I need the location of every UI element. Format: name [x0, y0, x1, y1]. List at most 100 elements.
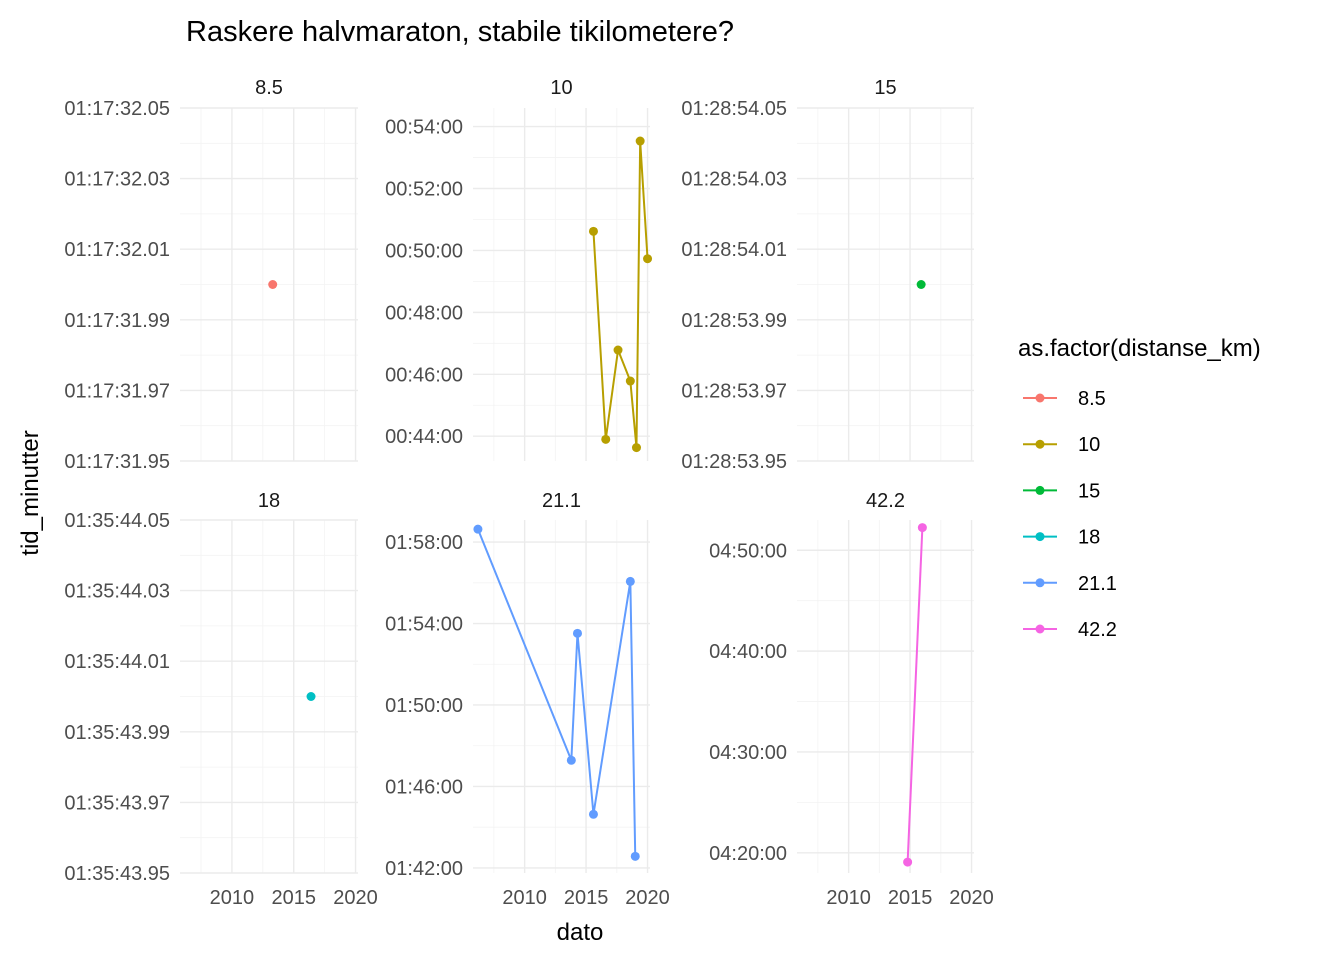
legend-entry: 21.1: [1023, 573, 1117, 595]
y-tick-label: 01:28:53.99: [681, 310, 787, 332]
legend-label: 15: [1078, 480, 1100, 502]
y-axis-title: tid_minutter: [17, 430, 44, 555]
y-tick-label: 01:28:54.01: [681, 239, 787, 261]
legend-label: 18: [1078, 527, 1100, 549]
x-tick-label: 2015: [888, 887, 933, 909]
y-tick-label: 01:46:00: [385, 776, 463, 798]
y-tick-label: 01:17:32.03: [64, 169, 170, 191]
y-tick-label: 01:35:43.95: [64, 863, 170, 885]
y-tick-label: 00:52:00: [385, 179, 463, 201]
legend-label: 10: [1078, 434, 1100, 456]
y-tick-label: 01:28:54.05: [681, 98, 787, 120]
data-point: [916, 280, 926, 289]
y-tick-label: 01:17:31.95: [64, 451, 170, 473]
y-tick-label: 01:17:32.05: [64, 98, 170, 120]
data-point: [903, 857, 913, 867]
chart-title: Raskere halvmaraton, stabile tikilometer…: [186, 16, 734, 48]
legend-entry: 10: [1023, 434, 1100, 456]
x-tick-label: 2015: [271, 887, 316, 909]
x-tick-label: 2015: [564, 887, 609, 909]
legend-entry: 8.5: [1023, 388, 1106, 410]
y-tick-label: 01:35:43.97: [64, 792, 170, 814]
x-tick-label: 2010: [826, 887, 871, 909]
data-point: [566, 755, 576, 765]
data-point: [473, 524, 483, 534]
y-tick-label: 00:48:00: [385, 302, 463, 324]
data-point: [613, 345, 623, 355]
x-axis-title: dato: [557, 919, 604, 946]
legend: as.factor(distanse_km) 8.5 10 15 18 21.1 42.2: [1018, 335, 1261, 641]
data-point: [588, 226, 598, 236]
y-tick-label: 00:46:00: [385, 364, 463, 386]
legend-entry: 15: [1023, 480, 1100, 502]
y-tick-label: 04:40:00: [709, 641, 787, 663]
facet-panel: 01:17:31.95 01:17:31.97 01:17:31.99 01:17:3…: [64, 77, 358, 473]
data-point: [306, 692, 316, 701]
y-tick-label: 01:28:54.03: [681, 169, 787, 191]
facet-panel: 00:44:00 00:46:00 00:48:00 00:50:00 00:52:00…: [385, 77, 653, 461]
legend-entry: 18: [1023, 527, 1100, 549]
facet-strip-label: 42.2: [866, 490, 905, 512]
y-tick-label: 00:44:00: [385, 426, 463, 448]
data-point: [630, 851, 640, 861]
data-point: [572, 628, 582, 638]
data-point: [631, 443, 641, 453]
y-tick-label: 01:42:00: [385, 858, 463, 880]
facet-panels: 01:17:31.95 01:17:31.97 01:17:31.99 01:17:3…: [64, 77, 993, 909]
y-tick-label: 00:50:00: [385, 240, 463, 262]
legend-label: 8.5: [1078, 388, 1106, 410]
data-point: [588, 809, 598, 819]
legend-key-point: [1035, 578, 1045, 588]
data-point: [601, 434, 611, 444]
x-tick-label: 2020: [949, 887, 994, 909]
series-line: [906, 527, 924, 863]
data-point: [917, 523, 927, 533]
facet-strip-label: 21.1: [542, 490, 581, 512]
data-point: [635, 136, 645, 146]
y-tick-label: 01:35:44.01: [64, 651, 170, 673]
legend-title: as.factor(distanse_km): [1018, 335, 1261, 362]
facet-strip-label: 18: [258, 490, 280, 512]
x-tick-label: 2020: [333, 887, 378, 909]
x-tick-label: 2010: [502, 887, 547, 909]
x-tick-label: 2010: [210, 887, 255, 909]
legend-key-point: [1035, 485, 1045, 495]
y-tick-label: 00:54:00: [385, 117, 463, 139]
y-tick-label: 01:17:31.99: [64, 310, 170, 332]
y-tick-label: 04:30:00: [709, 742, 787, 764]
facet-panel: 01:42:00 01:46:00 01:50:00 01:54:00 01:58:00…: [385, 490, 670, 909]
y-tick-label: 01:17:32.01: [64, 239, 170, 261]
y-tick-label: 01:28:53.95: [681, 451, 787, 473]
legend-key-point: [1035, 439, 1045, 449]
facet-panel: 01:28:53.95 01:28:53.97 01:28:53.99 01:28:5…: [681, 77, 974, 473]
y-tick-label: 04:50:00: [709, 540, 787, 562]
y-tick-label: 01:17:31.97: [64, 380, 170, 402]
data-point: [625, 576, 635, 586]
y-tick-label: 01:35:44.03: [64, 581, 170, 603]
facet-strip-label: 15: [874, 77, 896, 99]
y-tick-label: 01:35:44.05: [64, 510, 170, 532]
y-tick-label: 01:50:00: [385, 695, 463, 717]
facet-strip-label: 10: [550, 77, 572, 99]
facet-panel: 01:35:43.95 01:35:43.97 01:35:43.99 01:35:4…: [64, 490, 377, 909]
legend-label: 21.1: [1078, 573, 1117, 595]
y-tick-label: 01:35:43.99: [64, 722, 170, 744]
legend-label: 42.2: [1078, 619, 1117, 641]
legend-key-point: [1035, 624, 1045, 634]
y-tick-label: 01:54:00: [385, 614, 463, 636]
data-point: [625, 376, 635, 386]
y-tick-label: 01:28:53.97: [681, 380, 787, 402]
y-tick-label: 04:20:00: [709, 843, 787, 865]
y-tick-label: 01:58:00: [385, 532, 463, 554]
facet-strip-label: 8.5: [255, 77, 283, 99]
legend-key-point: [1035, 532, 1045, 542]
data-point: [268, 280, 278, 289]
series-line: [476, 528, 637, 857]
data-point: [643, 254, 653, 264]
legend-entry: 42.2: [1023, 619, 1117, 641]
x-tick-label: 2020: [625, 887, 670, 909]
facet-panel: 04:20:00 04:30:00 04:40:00 04:50:00 42.2 2010…: [709, 490, 994, 909]
legend-key-point: [1035, 393, 1045, 403]
